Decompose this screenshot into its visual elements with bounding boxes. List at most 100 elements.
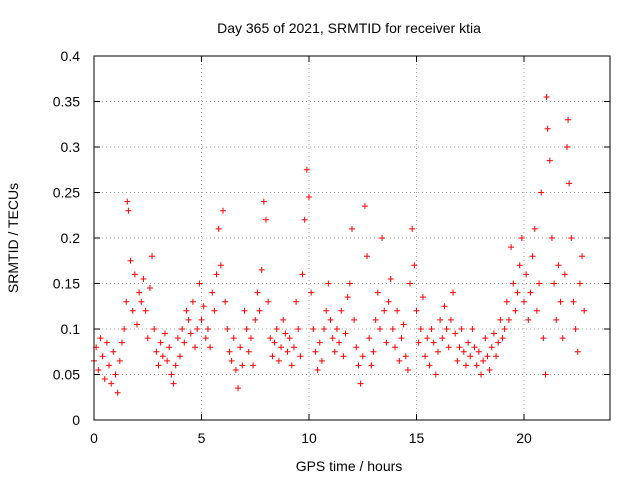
data-point [110,348,117,355]
data-point [333,326,340,332]
data-point [204,326,211,332]
data-point [351,316,358,323]
data-point [422,353,429,360]
data-point [308,289,315,296]
y-tick-label: 0.2 [61,230,81,246]
x-tick-label: 0 [90,430,98,446]
data-point [564,144,570,150]
data-point [198,316,205,323]
y-tick-label: 0.05 [53,367,80,383]
data-point [95,366,102,373]
data-point [344,294,351,301]
data-point [194,326,201,332]
data-point [127,257,134,264]
data-point [106,362,113,369]
data-point [340,353,347,360]
data-point [237,344,244,351]
data-point [288,362,295,369]
data-point [353,344,360,351]
y-axis-label: SRMTID / TECUs [5,183,21,293]
data-point [215,225,222,232]
data-point [161,330,168,337]
data-point [540,335,547,342]
data-point [222,298,229,305]
data-point [566,180,573,187]
data-point [230,335,237,342]
data-point [392,344,398,351]
data-point [172,362,179,369]
data-point [342,330,349,337]
data-point [514,289,521,296]
x-tick-label: 15 [409,430,425,446]
data-point [579,253,586,260]
data-point [196,280,203,287]
data-point [314,366,321,373]
data-point [374,289,381,296]
data-point [572,326,579,332]
x-tick-label: 20 [516,430,532,446]
data-point [486,366,493,373]
data-point [140,275,147,282]
data-point [555,262,562,269]
data-point [349,225,355,232]
data-point [361,203,368,210]
data-point [419,294,426,301]
data-point [331,348,338,355]
data-point [318,357,325,364]
data-point [286,335,293,342]
data-point [159,353,166,360]
data-point [471,344,478,351]
data-point [179,326,186,332]
data-point [241,307,248,314]
y-tick-labels: 0 0.05 0.1 0.15 0.2 0.25 0.3 0.35 0.4 [53,48,80,428]
data-point [338,307,345,314]
data-point [398,335,405,342]
grid [94,56,610,420]
x-tick-labels: 0 5 10 15 20 [90,430,532,446]
data-point [450,289,457,296]
data-point [258,266,265,273]
data-point [439,335,446,342]
data-point [465,339,472,346]
data-point [359,353,366,360]
data-point [269,353,276,360]
data-point [124,198,131,205]
data-point [409,225,416,232]
data-point [387,275,394,282]
data-point [174,335,181,342]
data-point [177,353,183,360]
data-point [510,280,517,287]
data-point [495,339,502,346]
chart-title: Day 365 of 2021, SRMTID for receiver kti… [217,20,481,36]
data-point [134,321,140,328]
y-tick-label: 0 [72,412,80,428]
data-point [441,303,448,310]
data-point [570,298,577,305]
data-point [407,280,414,287]
data-point [565,116,572,123]
data-point [527,289,534,296]
data-point [164,357,171,364]
data-point [400,321,407,328]
data-point [312,348,319,355]
data-point [112,371,119,378]
data-point [499,335,506,342]
data-point [273,326,280,332]
data-point [275,357,282,364]
data-point [181,339,188,346]
data-point [316,339,323,346]
data-point [561,271,568,278]
data-point [301,216,308,223]
data-point [385,298,392,305]
data-point [325,280,332,287]
x-tick-label: 5 [198,430,206,446]
data-point [456,344,463,351]
y-tick-label: 0.35 [53,94,80,110]
data-point [329,335,336,342]
data-point [402,353,409,360]
data-point [538,189,545,196]
data-point [265,298,272,305]
y-tick-label: 0.4 [61,48,81,64]
data-point [512,307,519,314]
data-point [101,376,108,383]
